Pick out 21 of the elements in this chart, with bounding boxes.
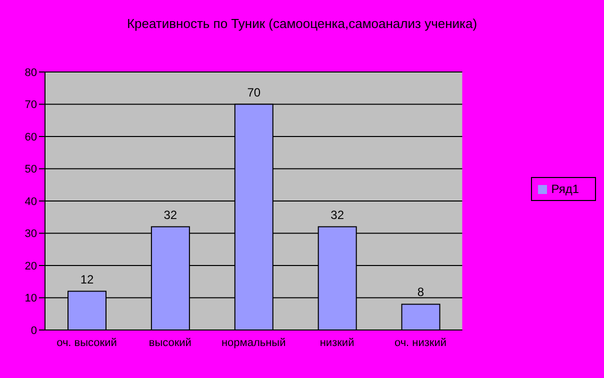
x-tick-label: оч. высокий <box>56 336 117 349</box>
y-tick-label: 50 <box>24 164 37 176</box>
chart-title: Креативность по Туник (самооценка,самоанализ ученика) <box>126 16 478 31</box>
x-tick-label: оч. низкий <box>394 336 447 349</box>
y-tick-label: 70 <box>24 99 37 112</box>
y-tick-label: 20 <box>24 260 37 272</box>
y-tick-label: 80 <box>24 66 37 79</box>
x-tick-label: низкий <box>320 336 354 349</box>
y-tick-label: 30 <box>24 228 37 240</box>
data-label: 32 <box>330 208 344 222</box>
y-tick-label: 60 <box>24 131 37 144</box>
y-tick-label: 10 <box>24 292 37 305</box>
x-tick-label: нормальный <box>221 336 286 349</box>
x-tick-label: высокий <box>148 336 192 349</box>
data-label: 12 <box>80 272 94 286</box>
data-label: 8 <box>417 285 424 300</box>
data-label: 32 <box>164 208 178 222</box>
y-tick-label: 40 <box>24 196 37 208</box>
y-tick-label: 0 <box>30 324 37 337</box>
legend-label: Ряд1 <box>551 182 579 196</box>
data-label: 70 <box>247 85 261 100</box>
